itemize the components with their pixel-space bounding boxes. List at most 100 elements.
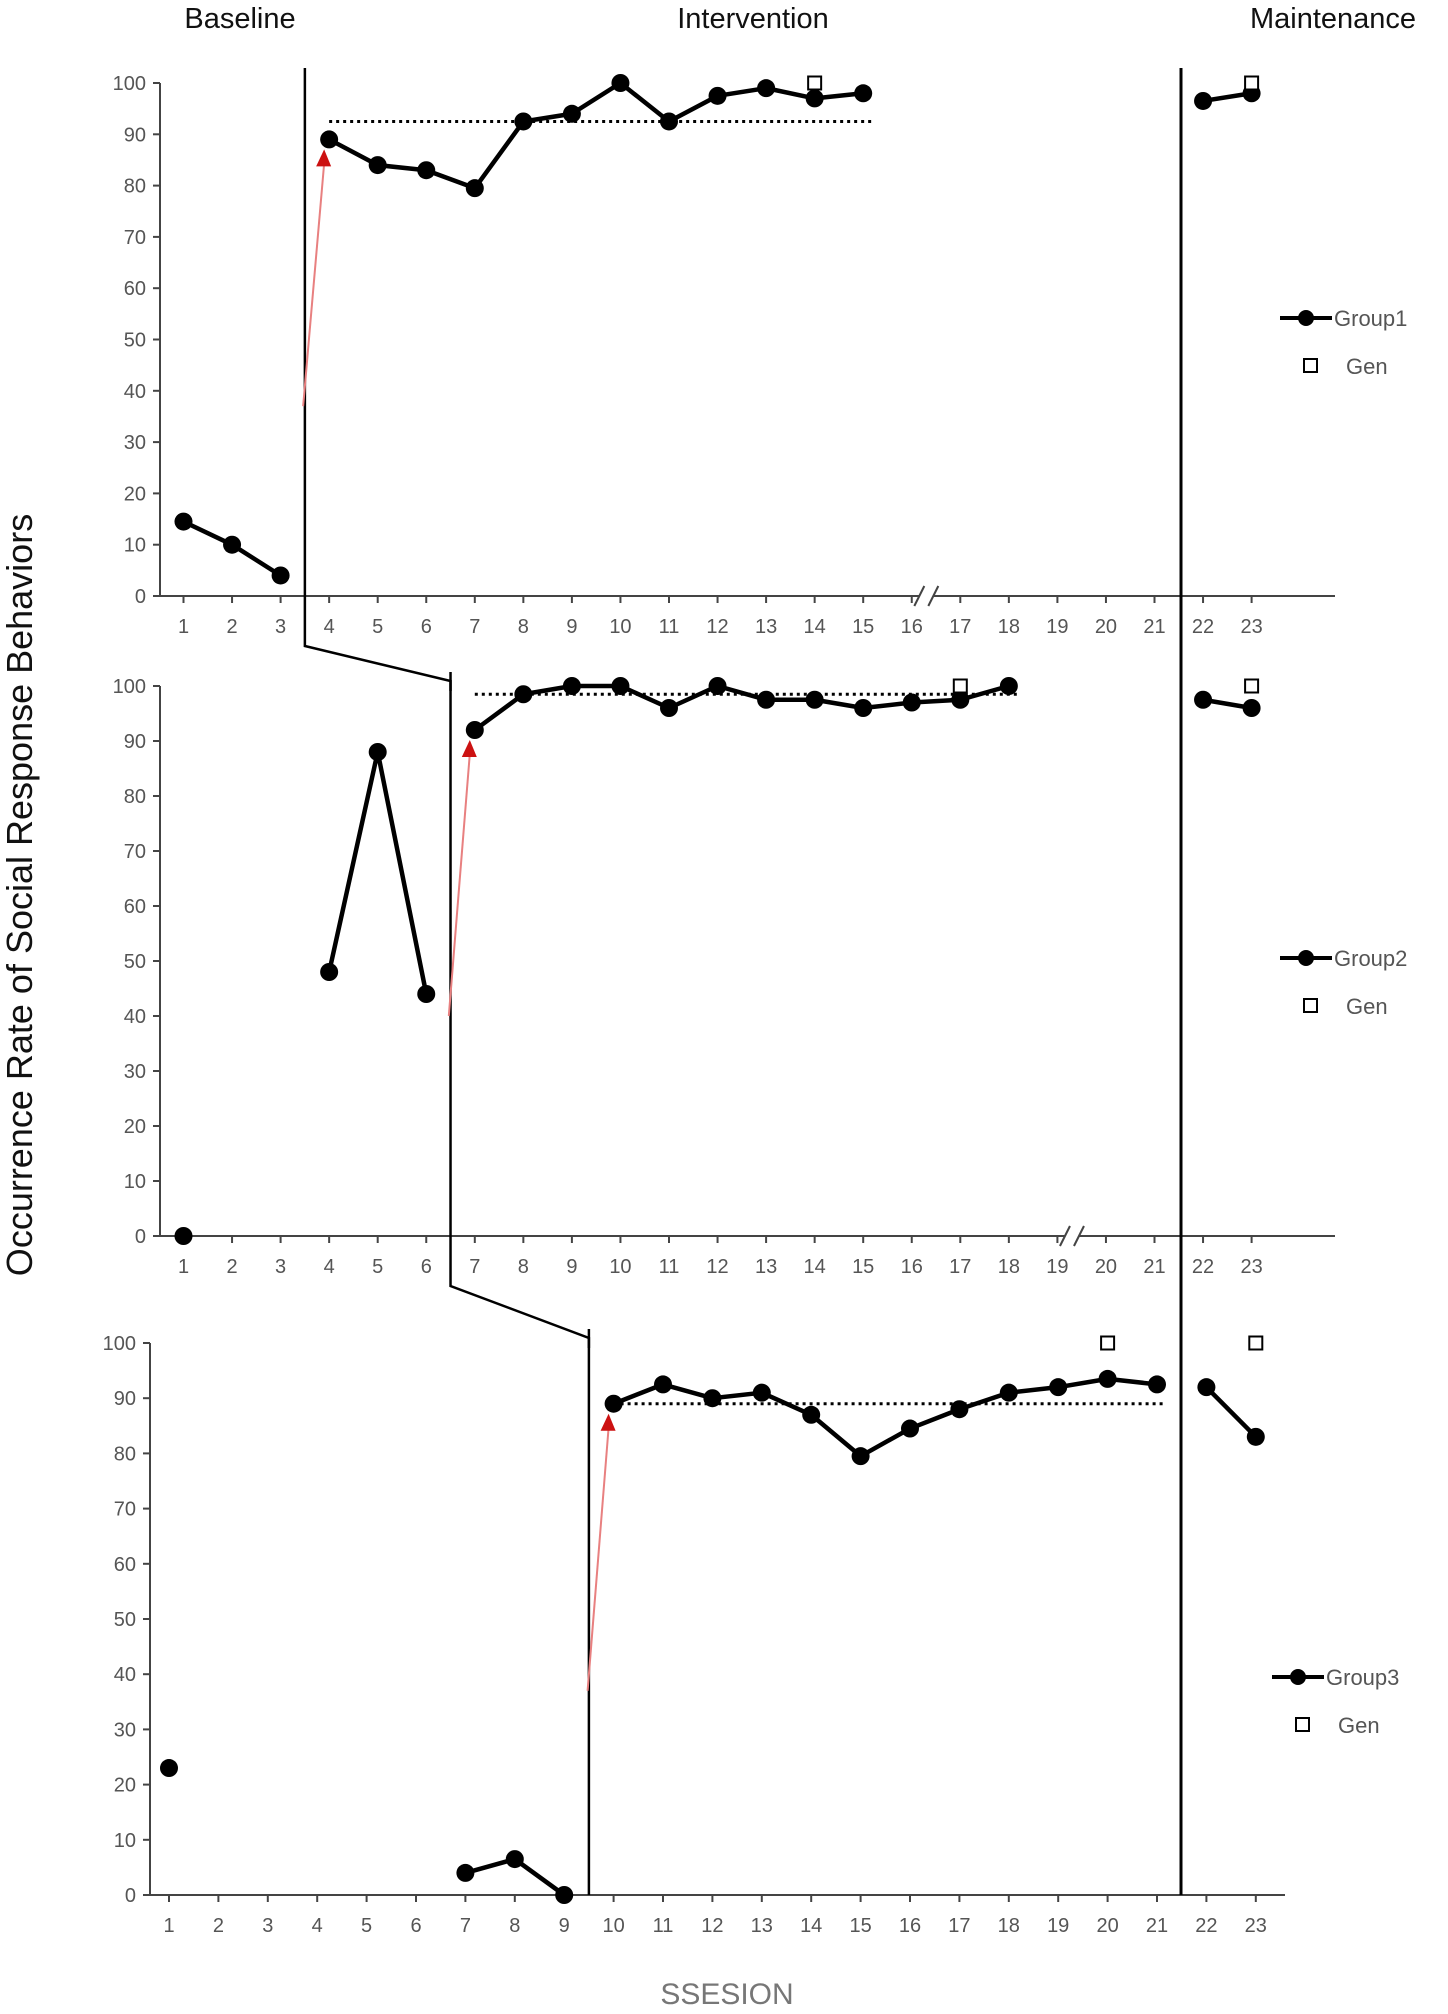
data-point <box>757 690 776 709</box>
x-tick-label: 9 <box>566 616 577 638</box>
legend-series-label: Group3 <box>1326 1665 1399 1690</box>
x-tick-label: 14 <box>804 616 826 638</box>
x-tick-label: 8 <box>518 616 529 638</box>
x-tick-label: 11 <box>659 1256 680 1278</box>
x-tick-label: 11 <box>653 1915 674 1937</box>
x-tick-label: 7 <box>469 1256 480 1278</box>
x-tick-label: 1 <box>178 616 189 638</box>
legend-gen-swatch <box>1303 998 1318 1013</box>
data-point <box>514 685 533 704</box>
data-point <box>950 1400 969 1419</box>
phase-label-maintenance: Maintenance <box>1250 3 1416 35</box>
data-point <box>660 112 678 131</box>
axis-break-mark <box>1059 1225 1071 1247</box>
data-point <box>271 566 290 585</box>
x-tick-label: 10 <box>609 616 631 638</box>
x-tick-label: 2 <box>226 616 237 638</box>
data-point <box>757 79 776 98</box>
x-tick-label: 4 <box>324 1256 335 1278</box>
y-tick-label: 60 <box>114 1554 136 1576</box>
data-point <box>417 985 436 1003</box>
data-point <box>1049 1378 1068 1397</box>
legend-series-label: Group1 <box>1334 306 1407 331</box>
y-tick-label: 0 <box>135 586 146 608</box>
y-tick-label: 20 <box>114 1775 136 1797</box>
data-point <box>514 112 533 131</box>
x-tick-label: 12 <box>706 1256 728 1278</box>
gen-marker <box>1244 75 1260 91</box>
data-point <box>999 1383 1018 1402</box>
x-tick-label: 15 <box>852 616 874 638</box>
y-tick-label: 40 <box>124 381 146 403</box>
x-tick-label: 4 <box>312 1915 323 1937</box>
y-tick-label: 90 <box>124 731 146 753</box>
legend-series-label: Group2 <box>1334 946 1407 971</box>
gen-marker <box>807 75 823 91</box>
data-point <box>611 677 630 695</box>
y-tick-label: 50 <box>114 1609 136 1631</box>
y-tick-label: 30 <box>124 432 146 454</box>
series-line <box>612 1376 1158 1459</box>
x-tick-label: 13 <box>755 1256 777 1278</box>
x-tick-label: 16 <box>901 616 923 638</box>
data-point <box>562 677 581 695</box>
data-point <box>805 690 824 709</box>
data-point <box>1194 690 1213 709</box>
data-point <box>752 1383 771 1402</box>
data-point <box>660 699 678 717</box>
series-line <box>328 80 864 191</box>
x-tick-label: 16 <box>901 1256 923 1278</box>
y-tick-label: 60 <box>124 278 146 300</box>
data-point <box>611 74 630 92</box>
x-tick-label: 7 <box>469 616 480 638</box>
data-point <box>703 1389 722 1408</box>
y-tick-label: 0 <box>125 1885 136 1907</box>
y-axis-title: Occurrence Rate of Social Response Behav… <box>0 514 40 1276</box>
x-tick-label: 17 <box>948 1915 970 1937</box>
y-tick-label: 10 <box>124 1171 146 1193</box>
intervention-arrow-head <box>600 1413 616 1431</box>
x-tick-label: 23 <box>1240 616 1262 638</box>
y-tick-label: 70 <box>124 841 146 863</box>
data-point <box>708 677 727 695</box>
x-tick-label: 18 <box>998 1256 1020 1278</box>
x-tick-label: 15 <box>849 1915 871 1937</box>
data-point <box>1242 699 1261 717</box>
y-tick-label: 50 <box>124 951 146 973</box>
x-tick-label: 17 <box>949 616 971 638</box>
data-point <box>901 1419 919 1438</box>
y-tick-label: 10 <box>114 1830 136 1852</box>
data-point <box>805 89 824 108</box>
x-tick-label: 10 <box>609 1256 631 1278</box>
intervention-arrow-head <box>461 740 477 757</box>
y-tick-label: 30 <box>124 1061 146 1083</box>
x-tick-label: 6 <box>421 616 432 638</box>
x-tick-label: 1 <box>163 1915 174 1937</box>
y-tick-label: 30 <box>114 1719 136 1741</box>
data-point <box>368 743 387 761</box>
axis-break-mark <box>927 585 940 607</box>
y-tick-label: 100 <box>113 676 146 698</box>
data-point <box>1148 1375 1166 1394</box>
x-tick-label: 8 <box>518 1256 529 1278</box>
x-tick-label: 20 <box>1095 1256 1117 1278</box>
x-tick-label: 19 <box>1046 1256 1068 1278</box>
x-tick-label: 22 <box>1195 1915 1217 1937</box>
y-tick-label: 90 <box>124 124 146 146</box>
phase-change-connector <box>303 596 452 691</box>
data-point <box>465 721 484 739</box>
x-tick-label: 15 <box>852 1256 874 1278</box>
legend-gen-swatch <box>1295 1717 1310 1732</box>
legend-gen-label: Gen <box>1346 994 1388 1019</box>
legend-marker-swatch <box>1290 1669 1306 1685</box>
intervention-arrow <box>302 163 326 407</box>
x-tick-label: 23 <box>1240 1256 1262 1278</box>
data-point <box>604 1394 623 1413</box>
x-tick-label: 5 <box>372 616 383 638</box>
data-point <box>174 1227 193 1245</box>
data-point <box>320 963 339 981</box>
x-tick-label: 18 <box>998 616 1020 638</box>
x-tick-label: 13 <box>755 616 777 638</box>
